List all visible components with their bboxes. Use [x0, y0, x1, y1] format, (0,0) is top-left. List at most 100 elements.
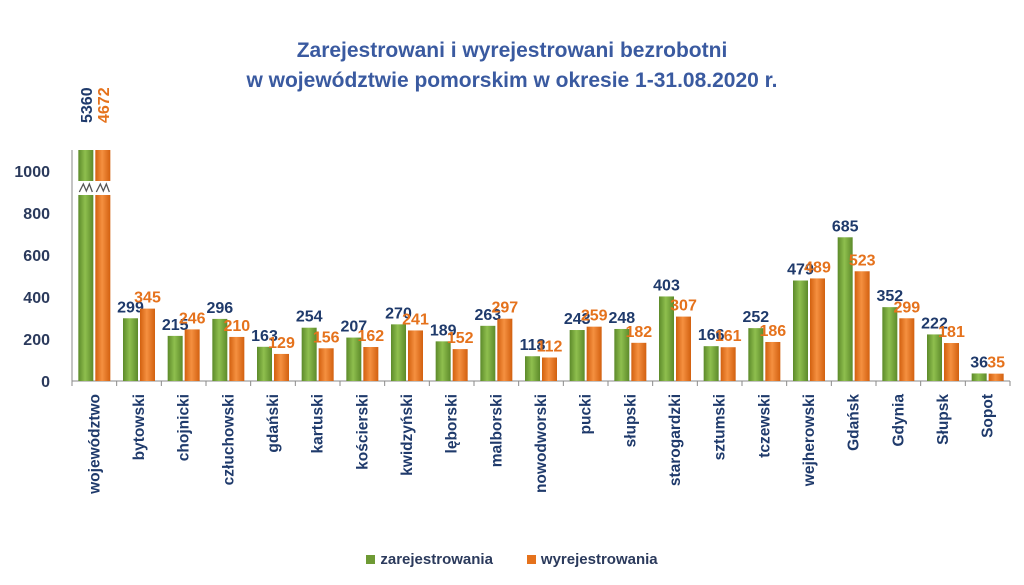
bar-deregistered — [140, 308, 155, 381]
data-label-deregistered: 489 — [804, 259, 831, 276]
chart-title-line1: Zarejestrowani i wyrejestrowani bezrobot… — [296, 39, 728, 62]
category-label: bytowski — [131, 394, 148, 460]
bar-registered — [793, 280, 808, 381]
y-tick-label: 800 — [23, 206, 50, 223]
bar-deregistered — [944, 343, 959, 381]
category-label: starogardzki — [667, 394, 684, 486]
bar-registered — [882, 307, 898, 381]
category-label: kartuski — [310, 394, 327, 453]
axis-break-icon — [78, 182, 93, 193]
bar-registered — [212, 318, 228, 381]
bar-deregistered — [363, 347, 379, 381]
data-label-deregistered: 307 — [670, 298, 697, 315]
y-tick-label: 400 — [23, 290, 50, 307]
bar-deregistered — [95, 150, 111, 381]
data-label-registered: 352 — [876, 288, 903, 305]
bar-deregistered — [720, 347, 736, 381]
legend-label-deregistered: wyrejestrowania — [540, 551, 658, 568]
legend-label-registered: zarejestrowania — [380, 551, 493, 568]
category-label: sztumski — [712, 394, 729, 460]
y-tick-label: 600 — [23, 248, 50, 265]
data-label-registered: 252 — [742, 309, 769, 326]
chart-title: Zarejestrowani i wyrejestrowani bezrobot… — [0, 36, 1024, 96]
legend: zarejestrowania wyrejestrowania — [0, 551, 1024, 568]
legend-item-deregistered: wyrejestrowania — [526, 551, 658, 568]
data-label-deregistered: 181 — [938, 324, 965, 341]
data-label-registered: 263 — [474, 307, 501, 324]
data-label-deregistered: 162 — [357, 328, 384, 345]
bar-registered — [257, 346, 272, 381]
data-label-registered: 685 — [832, 218, 859, 235]
category-label: kościerski — [354, 394, 371, 470]
category-label: województwo — [86, 394, 103, 495]
legend-swatch-deregistered — [526, 555, 536, 564]
data-label-registered: 215 — [162, 317, 189, 334]
bar-deregistered — [408, 330, 423, 381]
data-label-registered: 299 — [117, 299, 144, 316]
bar-registered — [301, 327, 317, 381]
y-tick-label: 0 — [41, 374, 50, 391]
bar-registered — [927, 334, 942, 381]
category-label: malborski — [488, 394, 505, 467]
data-label-deregistered: 4672 — [96, 87, 113, 123]
chart-title-line2: w województwie pomorskim w okresie 1-31.… — [246, 69, 778, 92]
bar-registered — [525, 356, 540, 381]
data-label-registered: 166 — [698, 327, 725, 344]
data-label-registered: 207 — [340, 319, 367, 336]
bar-registered — [971, 373, 987, 381]
y-tick-label: 1000 — [14, 164, 50, 181]
legend-item-registered: zarejestrowania — [366, 551, 493, 568]
bar-registered — [480, 325, 496, 381]
bar-registered — [435, 341, 451, 381]
category-label: nowodworski — [533, 394, 550, 493]
data-label-deregistered: 129 — [268, 335, 295, 352]
bar-deregistered — [988, 373, 1004, 381]
legend-swatch-registered — [366, 555, 376, 564]
data-label-deregistered: 156 — [313, 329, 340, 346]
category-label: tczewski — [756, 394, 773, 458]
bar-deregistered — [497, 318, 513, 381]
data-label-deregistered: 241 — [402, 311, 429, 328]
category-label: Słupsk — [935, 394, 952, 445]
bar-deregistered — [184, 329, 200, 381]
bar-deregistered — [274, 353, 289, 381]
bar-deregistered — [542, 357, 557, 381]
bar-deregistered — [229, 336, 245, 381]
bar-registered — [78, 150, 94, 381]
data-label-deregistered: 297 — [491, 300, 518, 317]
category-label: chojnicki — [176, 394, 193, 461]
data-label-registered: 403 — [653, 277, 680, 294]
data-label-registered: 163 — [251, 328, 278, 345]
category-label: kwidzyński — [399, 394, 416, 476]
bar-registered — [703, 346, 719, 381]
category-label: słupski — [622, 394, 639, 447]
data-label-deregistered: 246 — [179, 310, 206, 327]
data-label-deregistered: 299 — [893, 299, 920, 316]
data-label-registered: 222 — [921, 315, 948, 332]
category-label: wejherowski — [801, 394, 818, 487]
category-label: pucki — [578, 394, 595, 434]
data-label-deregistered: 210 — [223, 318, 250, 335]
category-label: Gdańsk — [846, 394, 863, 451]
bar-deregistered — [452, 349, 468, 381]
category-label: Gdynia — [890, 394, 907, 447]
bar-deregistered — [899, 318, 915, 381]
bar-registered — [391, 324, 406, 381]
bar-registered — [569, 330, 585, 381]
bar-deregistered — [676, 316, 691, 381]
data-label-registered: 270 — [385, 305, 412, 322]
bar-deregistered — [810, 278, 825, 381]
data-label-deregistered: 112 — [537, 339, 563, 356]
data-label-registered: 118 — [520, 337, 546, 354]
bar-registered — [123, 318, 138, 381]
data-label-deregistered: 259 — [581, 308, 608, 325]
category-label: lęborski — [444, 394, 461, 453]
data-label-registered: 189 — [430, 322, 457, 339]
bar-deregistered — [765, 341, 781, 381]
bar-registered — [748, 328, 764, 381]
bar-deregistered — [586, 326, 602, 381]
data-label-deregistered: 152 — [447, 330, 474, 347]
category-label: Sopot — [980, 394, 997, 438]
bar-deregistered — [318, 348, 334, 381]
